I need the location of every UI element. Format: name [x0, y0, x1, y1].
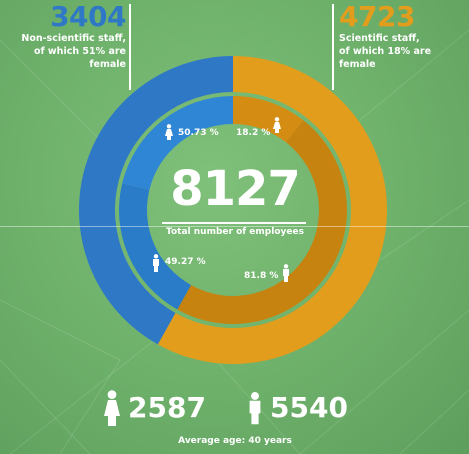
slice-non-scientific-male — [118, 183, 192, 310]
non-scientific-female-percent: 50.73 % — [178, 128, 219, 138]
female-total: 2587 — [128, 391, 206, 424]
slice-scientific-male — [177, 120, 348, 325]
male-icon — [283, 264, 289, 282]
scientific-female-note: of which 18% are female — [339, 46, 432, 70]
slice-scientific-female — [233, 96, 304, 143]
female-icon — [273, 117, 281, 133]
scientific-label: Scientific staff, — [339, 33, 420, 44]
center-divider — [162, 222, 306, 224]
non-scientific-count: 3404 — [50, 0, 126, 33]
slice-scientific-staff — [157, 56, 387, 364]
non-scientific-male-percent: 49.27 % — [165, 257, 206, 267]
male-icon — [153, 254, 159, 272]
scientific-female-percent: 18.2 % — [236, 128, 271, 138]
slice-non-scientific-female — [122, 96, 233, 190]
non-scientific-header: 3404 Non-scientific staff, of which 51% … — [4, 0, 126, 71]
scientific-count: 4723 — [339, 0, 415, 33]
total-employees-value: 8127 — [170, 161, 301, 217]
right-callout-line — [332, 4, 334, 90]
non-scientific-female-note: of which 51% are female — [33, 46, 126, 70]
male-total: 5540 — [270, 391, 348, 424]
horizontal-divider-line — [0, 226, 469, 227]
female-icon — [104, 390, 120, 426]
female-icon — [165, 124, 173, 140]
slice-non-scientific-staff — [79, 56, 233, 345]
scientific-male-percent: 81.8 % — [244, 271, 279, 281]
total-employees-label: Total number of employees — [166, 227, 304, 237]
left-callout-line — [129, 4, 131, 90]
scientific-header: 4723 Scientific staff, of which 18% are … — [339, 0, 467, 71]
average-age: Average age: 40 years — [178, 436, 292, 446]
male-icon — [249, 391, 261, 425]
non-scientific-label: Non-scientific staff, — [21, 33, 126, 44]
